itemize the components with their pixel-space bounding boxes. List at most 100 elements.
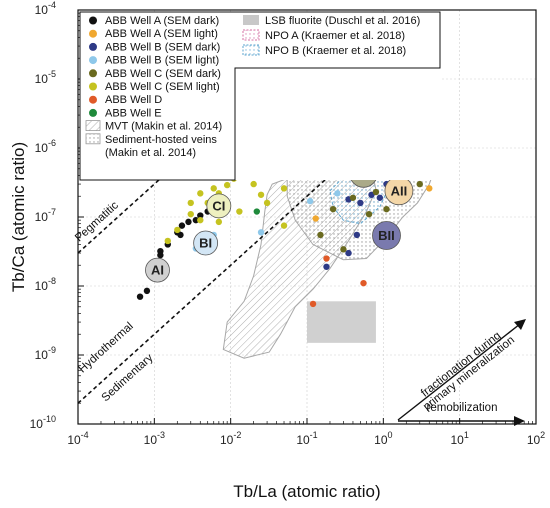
- data-point: [360, 279, 367, 287]
- remobilization-arrowhead: [514, 416, 525, 426]
- legend-label: MVT (Makin et al. 2014): [105, 121, 222, 133]
- fractionation-arrowhead: [514, 319, 526, 330]
- cluster-badge: [372, 221, 401, 250]
- legend-marker: [89, 108, 97, 117]
- region-lsb-fluorite: [307, 301, 376, 343]
- data-point: [340, 246, 347, 253]
- legend-label: LSB fluorite (Duschl et al. 2016): [265, 15, 420, 27]
- legend-marker: [89, 95, 97, 104]
- legend-marker: [89, 42, 97, 51]
- data-point: [323, 263, 330, 270]
- legend-label: (Makin et al. 2014): [105, 147, 196, 159]
- data-point: [345, 249, 352, 257]
- data-point: [312, 215, 319, 222]
- legend-label: ABB Well C (SEM dark): [105, 68, 221, 80]
- legend-marker: [89, 56, 97, 65]
- data-point: [187, 210, 194, 218]
- data-point: [253, 208, 261, 215]
- data-point: [178, 222, 186, 229]
- data-point: [197, 216, 204, 224]
- data-point: [329, 205, 337, 213]
- x-tick-label: 10-1: [296, 430, 317, 447]
- data-point: [349, 194, 357, 201]
- y-tick-label: 10-8: [35, 276, 56, 293]
- data-point: [177, 231, 184, 239]
- data-point: [236, 208, 243, 215]
- x-tick-label: 102: [527, 430, 545, 447]
- legend-marker: [89, 16, 97, 25]
- legend-label: ABB Well B (SEM dark): [105, 41, 220, 53]
- legend-label: Sediment-hosted veins: [105, 134, 217, 146]
- cluster-label: BII: [378, 228, 395, 243]
- legend-label: NPO A (Kraemer et al. 2018): [265, 30, 405, 42]
- cluster-badge: [206, 193, 232, 219]
- x-tick-label: 101: [450, 430, 468, 447]
- data-point: [187, 199, 194, 207]
- cluster-badge: [193, 230, 219, 256]
- legend-label: ABB Well A (SEM light): [105, 28, 218, 40]
- data-point: [210, 185, 217, 192]
- data-point: [317, 231, 324, 239]
- legend-frame: [79, 11, 441, 181]
- legend-label: ABB Well E: [105, 107, 162, 119]
- cluster-label: AII: [391, 183, 408, 198]
- cluster-label: BI: [199, 235, 212, 250]
- y-tick-label: 10-4: [35, 0, 56, 17]
- x-tick-label: 10-3: [144, 430, 165, 447]
- data-point: [306, 197, 314, 205]
- data-point: [372, 188, 380, 196]
- remobilization-label: remobilization: [427, 402, 498, 414]
- cluster-badge: [145, 257, 170, 283]
- y-tick-label: 10-6: [35, 138, 56, 155]
- x-tick-label: 10-4: [67, 430, 88, 447]
- legend-marker: [85, 133, 101, 145]
- legend-marker: [89, 82, 97, 91]
- data-point: [280, 185, 288, 192]
- data-point: [223, 181, 231, 189]
- pegmatitic-label: Pegmatitic: [73, 199, 121, 244]
- data-point: [136, 293, 144, 300]
- data-point: [416, 180, 423, 188]
- data-point: [280, 222, 288, 229]
- legend-marker: [242, 29, 260, 41]
- legend-marker: [89, 69, 97, 78]
- legend: ABB Well A (SEM dark)ABB Well A (SEM lig…: [79, 11, 441, 181]
- y-tick-label: 10-7: [35, 207, 56, 224]
- x-tick-label: 100: [374, 430, 392, 447]
- data-point: [353, 231, 361, 239]
- data-point: [185, 218, 192, 226]
- data-point: [426, 185, 433, 192]
- legend-label: ABB Well D: [105, 94, 162, 106]
- hydrothermal-label: Hydrothermal: [76, 320, 135, 375]
- x-tick-label: 10-2: [220, 430, 241, 447]
- data-point: [164, 237, 171, 245]
- legend-label: NPO B (Kraemer et al. 2018): [265, 45, 406, 57]
- sedimentary-label: Sedimentary: [100, 352, 156, 404]
- legend-marker: [85, 120, 101, 131]
- cluster-label: CI: [212, 198, 225, 213]
- data-point: [250, 180, 257, 188]
- data-point: [197, 190, 204, 197]
- data-point: [197, 212, 204, 219]
- y-tick-label: 10-9: [35, 345, 56, 362]
- fractionation-label-line1: fractionation during: [419, 330, 503, 400]
- data-point: [376, 194, 384, 201]
- data-point: [257, 229, 265, 236]
- data-point: [143, 287, 151, 295]
- data-point: [174, 226, 181, 234]
- data-point: [192, 216, 200, 224]
- y-axis-label: Tb/Ca (atomic ratio): [9, 142, 28, 292]
- x-axis-label: Tb/La (atomic ratio): [233, 482, 380, 501]
- y-tick-label: 10-5: [35, 69, 56, 86]
- data-point: [215, 218, 223, 226]
- cluster-label: AI: [151, 263, 164, 278]
- legend-marker: [89, 29, 97, 38]
- legend-label: ABB Well A (SEM dark): [105, 15, 219, 27]
- data-point: [263, 199, 271, 207]
- data-point: [357, 199, 364, 207]
- legend-marker: [242, 44, 260, 56]
- data-point: [365, 210, 373, 218]
- data-point: [323, 255, 330, 262]
- y-tick-label: 10-10: [30, 414, 56, 431]
